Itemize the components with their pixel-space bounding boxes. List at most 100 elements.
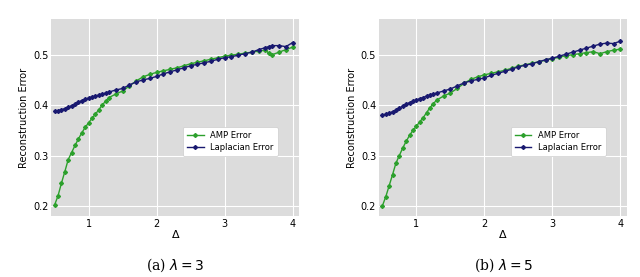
- Laplacian Error: [95, 93, 102, 97]
- Laplacian Error: [385, 112, 393, 115]
- Laplacian Error: [528, 62, 536, 65]
- AMP Error: [388, 173, 396, 176]
- Laplacian Error: [610, 42, 618, 45]
- AMP Error: [562, 54, 570, 57]
- Laplacian Error: [112, 88, 120, 92]
- Laplacian Error: [569, 50, 577, 54]
- AMP Error: [153, 71, 161, 74]
- AMP Error: [275, 50, 283, 54]
- AMP Error: [378, 204, 386, 208]
- AMP Error: [409, 129, 417, 132]
- AMP Error: [416, 120, 424, 124]
- Legend: AMP Error, Laplacian Error: AMP Error, Laplacian Error: [183, 127, 278, 156]
- Laplacian Error: [548, 57, 556, 60]
- Laplacian Error: [494, 72, 502, 75]
- AMP Error: [207, 58, 215, 61]
- Laplacian Error: [576, 48, 584, 52]
- AMP Error: [125, 84, 133, 88]
- AMP Error: [173, 66, 181, 70]
- Laplacian Error: [275, 44, 283, 47]
- Line: AMP Error: AMP Error: [53, 46, 294, 206]
- AMP Error: [214, 56, 221, 59]
- AMP Error: [146, 73, 154, 76]
- Laplacian Error: [84, 96, 92, 100]
- AMP Error: [481, 73, 488, 76]
- Laplacian Error: [214, 58, 221, 61]
- AMP Error: [105, 96, 113, 99]
- Laplacian Error: [589, 44, 597, 48]
- Laplacian Error: [474, 78, 481, 81]
- AMP Error: [241, 52, 249, 55]
- Laplacian Error: [403, 102, 410, 106]
- AMP Error: [403, 140, 410, 143]
- Line: Laplacian Error: Laplacian Error: [381, 40, 622, 117]
- Laplacian Error: [65, 106, 72, 109]
- Laplacian Error: [419, 96, 427, 99]
- Laplacian Error: [289, 41, 296, 44]
- AMP Error: [88, 117, 96, 120]
- Laplacian Error: [173, 68, 181, 71]
- Laplacian Error: [132, 80, 140, 84]
- Laplacian Error: [522, 64, 529, 67]
- AMP Error: [582, 51, 590, 54]
- AMP Error: [440, 94, 447, 98]
- Laplacian Error: [194, 63, 202, 66]
- Text: (a) $\lambda = 3$: (a) $\lambda = 3$: [146, 257, 205, 274]
- AMP Error: [75, 137, 83, 140]
- Laplacian Error: [392, 109, 400, 112]
- Text: (b) $\lambda = 5$: (b) $\lambda = 5$: [474, 257, 532, 274]
- AMP Error: [234, 53, 242, 56]
- Laplacian Error: [125, 83, 133, 87]
- AMP Error: [515, 65, 522, 68]
- Laplacian Error: [102, 91, 109, 95]
- AMP Error: [576, 52, 584, 55]
- Laplacian Error: [508, 68, 515, 71]
- Laplacian Error: [396, 106, 403, 110]
- Laplacian Error: [409, 99, 417, 103]
- AMP Error: [61, 170, 68, 173]
- AMP Error: [616, 47, 624, 51]
- AMP Error: [282, 48, 290, 51]
- AMP Error: [535, 60, 543, 63]
- Laplacian Error: [382, 112, 390, 116]
- Laplacian Error: [467, 79, 475, 83]
- X-axis label: Δ: Δ: [499, 230, 507, 240]
- X-axis label: Δ: Δ: [172, 230, 179, 240]
- Laplacian Error: [99, 92, 106, 96]
- Laplacian Error: [426, 93, 434, 97]
- AMP Error: [422, 111, 430, 114]
- Laplacian Error: [234, 53, 242, 57]
- AMP Error: [548, 57, 556, 60]
- Laplacian Error: [413, 98, 420, 102]
- AMP Error: [453, 87, 461, 90]
- Laplacian Error: [422, 94, 430, 98]
- AMP Error: [180, 64, 188, 67]
- Laplacian Error: [255, 48, 262, 51]
- Laplacian Error: [429, 92, 437, 96]
- AMP Error: [95, 108, 102, 111]
- AMP Error: [610, 48, 618, 52]
- Y-axis label: Reconstruction Error: Reconstruction Error: [19, 68, 29, 168]
- Laplacian Error: [433, 91, 440, 95]
- Laplacian Error: [153, 75, 161, 78]
- AMP Error: [556, 56, 563, 59]
- AMP Error: [541, 58, 549, 62]
- Laplacian Error: [166, 70, 174, 73]
- Laplacian Error: [388, 110, 396, 113]
- AMP Error: [102, 99, 109, 103]
- AMP Error: [501, 69, 509, 72]
- AMP Error: [487, 72, 495, 75]
- Laplacian Error: [81, 98, 89, 101]
- AMP Error: [399, 146, 406, 150]
- Laplacian Error: [596, 42, 604, 46]
- Laplacian Error: [460, 81, 468, 84]
- Laplacian Error: [262, 46, 269, 49]
- AMP Error: [132, 79, 140, 83]
- AMP Error: [265, 52, 273, 55]
- AMP Error: [119, 89, 127, 93]
- AMP Error: [255, 50, 262, 53]
- AMP Error: [426, 106, 434, 109]
- AMP Error: [221, 55, 228, 58]
- AMP Error: [51, 203, 58, 207]
- AMP Error: [68, 151, 76, 154]
